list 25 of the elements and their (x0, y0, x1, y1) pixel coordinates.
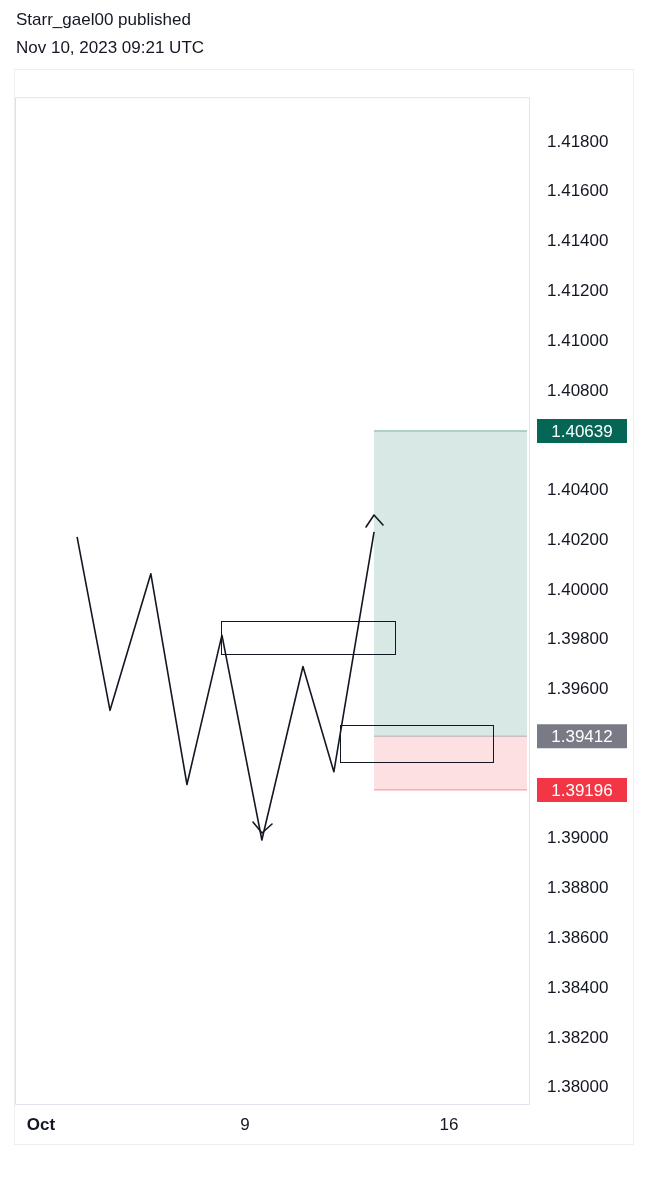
y-tick-label: 1.39800 (547, 629, 609, 649)
y-tick-label: 1.38200 (547, 1027, 609, 1047)
y-tick-label: 1.41800 (547, 131, 609, 151)
y-tick-label: 1.38600 (547, 927, 609, 947)
ref-line-label: 1.39412 (551, 726, 613, 746)
ref-line-label: 1.40639 (551, 421, 613, 441)
y-tick-label: 1.41200 (547, 280, 609, 300)
y-tick-label: 1.38800 (547, 878, 609, 898)
y-tick-label: 1.41400 (547, 231, 609, 251)
y-tick-label: 1.38000 (547, 1077, 609, 1097)
ref-line-label: 1.39196 (551, 780, 613, 800)
y-tick-label: 1.40000 (547, 579, 609, 599)
y-tick-label: 1.41600 (547, 181, 609, 201)
x-tick-label: Oct (26, 1114, 56, 1134)
chart-title: Starr_gael00 published (16, 9, 192, 31)
y-tick-label: 1.39600 (547, 679, 609, 699)
y-tick-label: 1.40400 (547, 480, 609, 500)
x-tick-label: 9 (240, 1114, 250, 1134)
chart-subtitle: Nov 10, 2023 09:21 UTC (16, 37, 205, 59)
y-tick-label: 1.40800 (547, 380, 609, 400)
y-tick-label: 1.38400 (547, 977, 609, 997)
y-tick-label: 1.40200 (547, 529, 609, 549)
x-tick-label: 16 (439, 1114, 459, 1134)
y-tick-label: 1.39000 (547, 828, 609, 848)
y-tick-label: 1.41000 (547, 330, 609, 350)
